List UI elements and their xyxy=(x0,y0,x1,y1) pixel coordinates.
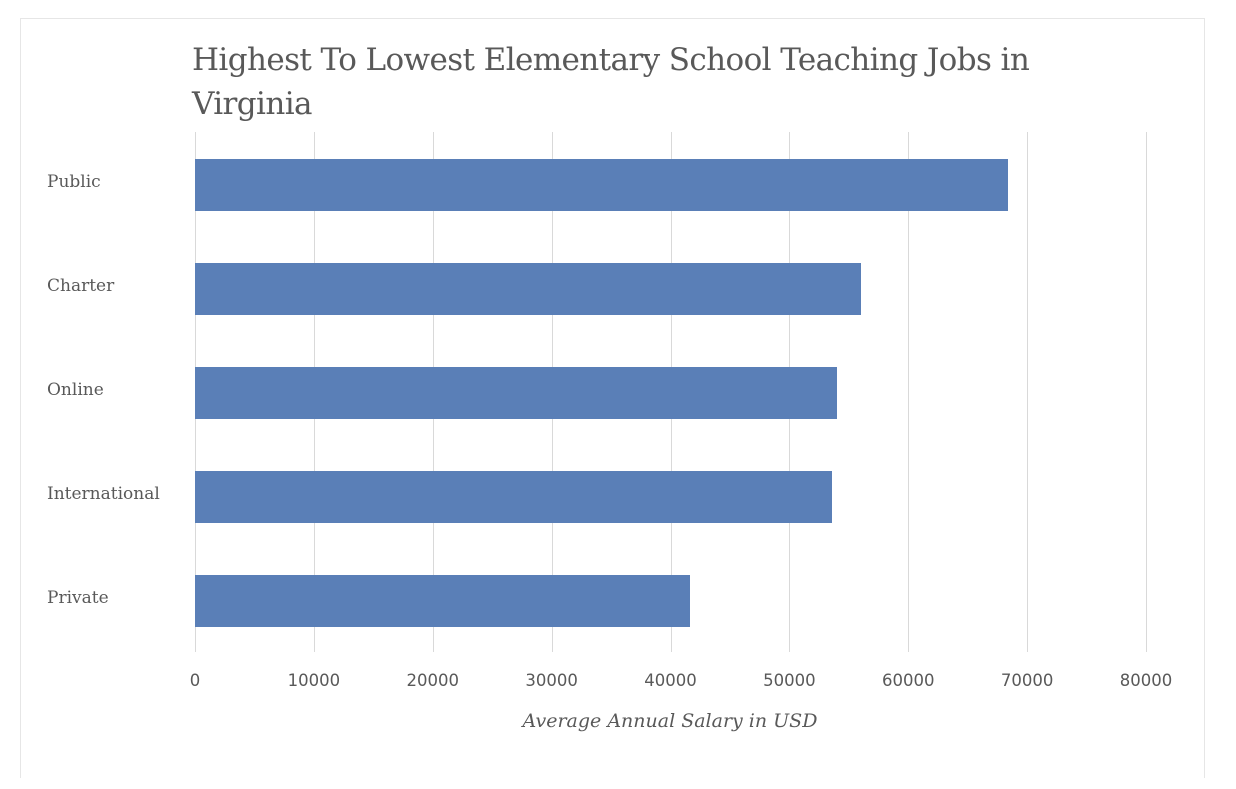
category-label: Online xyxy=(47,380,104,400)
x-tick-label: 80000 xyxy=(1119,671,1173,690)
chart-title: Highest To Lowest Elementary School Teac… xyxy=(192,42,1030,122)
x-tick-label: 50000 xyxy=(763,671,816,690)
category-label: Charter xyxy=(47,276,115,296)
plot-area xyxy=(195,132,1147,652)
gridline xyxy=(908,132,910,652)
x-tick-label: 70000 xyxy=(1000,671,1054,690)
x-tick-label: 0 xyxy=(189,671,201,690)
bar-online[interactable] xyxy=(195,367,837,419)
x-axis-title: Average Annual Salary in USD xyxy=(522,710,818,732)
category-label: International xyxy=(47,484,160,504)
x-tick-label: 10000 xyxy=(287,671,341,690)
x-tick-label: 20000 xyxy=(406,671,460,690)
gridline xyxy=(1146,132,1147,652)
bar-public[interactable] xyxy=(195,159,1009,211)
bar-international[interactable] xyxy=(195,471,833,523)
category-label: Public xyxy=(47,172,101,192)
bar-private[interactable] xyxy=(195,575,690,627)
x-tick-label: 40000 xyxy=(644,671,697,690)
category-label: Private xyxy=(47,588,109,608)
x-tick-label: 60000 xyxy=(882,671,935,690)
x-tick-label: 30000 xyxy=(525,671,578,690)
bar-charter[interactable] xyxy=(195,263,861,315)
gridline xyxy=(1027,132,1029,652)
